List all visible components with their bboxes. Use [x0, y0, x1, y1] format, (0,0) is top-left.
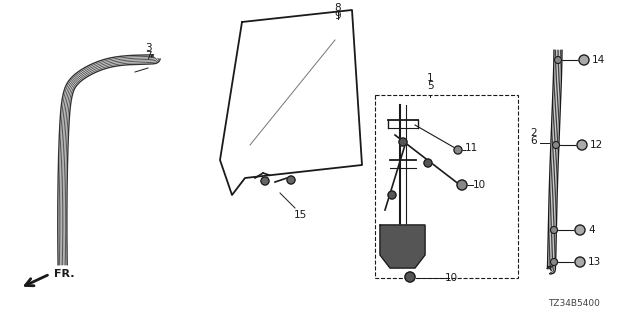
Text: FR.: FR.	[54, 269, 74, 279]
Circle shape	[405, 272, 415, 282]
Circle shape	[575, 257, 585, 267]
Text: 4: 4	[588, 225, 595, 235]
Text: 10: 10	[445, 273, 458, 283]
Circle shape	[577, 140, 587, 150]
Text: 8: 8	[335, 3, 341, 13]
Polygon shape	[380, 225, 425, 268]
Text: 9: 9	[335, 11, 341, 21]
Circle shape	[454, 146, 462, 154]
Text: 15: 15	[293, 210, 307, 220]
Text: 12: 12	[590, 140, 604, 150]
Circle shape	[579, 55, 589, 65]
Text: 5: 5	[427, 81, 433, 91]
Text: 14: 14	[592, 55, 605, 65]
Text: 1: 1	[427, 73, 433, 83]
Text: TZ34B5400: TZ34B5400	[548, 299, 600, 308]
Circle shape	[550, 259, 557, 266]
Circle shape	[424, 159, 432, 167]
Text: 6: 6	[531, 136, 537, 146]
Polygon shape	[220, 10, 362, 195]
Circle shape	[457, 180, 467, 190]
Text: 2: 2	[531, 128, 537, 138]
Circle shape	[261, 177, 269, 185]
Circle shape	[388, 191, 396, 199]
Text: 7: 7	[145, 51, 151, 61]
Bar	[375, 95, 518, 278]
Circle shape	[552, 141, 559, 148]
Circle shape	[287, 176, 295, 184]
Text: 13: 13	[588, 257, 601, 267]
Circle shape	[554, 57, 561, 63]
Circle shape	[399, 138, 407, 146]
Circle shape	[575, 225, 585, 235]
Text: 11: 11	[465, 143, 478, 153]
Text: 3: 3	[145, 43, 151, 53]
Text: 10: 10	[473, 180, 486, 190]
Circle shape	[550, 227, 557, 234]
